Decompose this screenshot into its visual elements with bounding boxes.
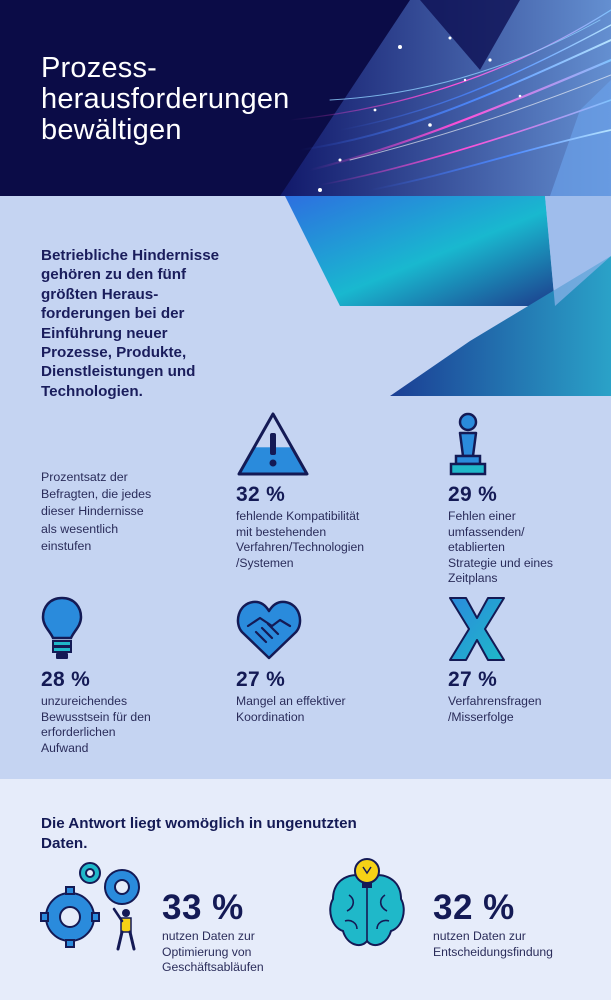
obstacles-section: Betriebliche Hindernisse gehören zu den … — [0, 196, 611, 779]
lightbulb-icon — [41, 596, 83, 659]
x-icon — [449, 597, 505, 661]
intro-text: Betriebliche Hindernisse gehören zu den … — [41, 247, 220, 400]
stat-description: Fehlen einer umfassenden/ etablierten St… — [448, 509, 554, 586]
stat-decision-making: 32 % nutzen Daten zur Entscheidungsfindu… — [433, 889, 603, 960]
stat-procedures: 27 % Verfahrensfragen /Misserfolge — [448, 596, 598, 725]
handshake-heart-icon — [236, 600, 302, 660]
stat-percent: 33 % — [162, 888, 244, 927]
stat-percent: 32 % — [433, 888, 515, 927]
stat-percent: 32 % — [236, 483, 286, 506]
stat-description: unzureichendes Bewusstsein für den erfor… — [41, 694, 151, 755]
stat-percent: 27 % — [236, 668, 286, 691]
stat-awareness: 28 % unzureichendes Bewusstsein für den … — [41, 596, 211, 756]
stat-percent: 27 % — [448, 668, 498, 691]
page-title: Prozess- herausforderungen bewältigen — [41, 52, 290, 146]
stat-coordination: 27 % Mangel an effektiver Koordination — [236, 596, 406, 725]
gears-person-icon — [40, 862, 140, 951]
answer-section: Die Antwort liegt womöglich in ungenutzt… — [0, 779, 611, 1000]
geometric-shapes-graphic — [285, 196, 611, 396]
light-streaks-graphic — [280, 0, 611, 196]
stat-description: fehlende Kompatibilität mit bestehenden … — [236, 509, 365, 570]
stat-description: Verfahrensfragen /Misserfolge — [448, 694, 542, 724]
brain-lightbulb-icon — [329, 858, 405, 947]
stat-percent: 29 % — [448, 483, 498, 506]
stat-description: nutzen Daten zur Optimierung von Geschäf… — [162, 929, 264, 974]
header-banner: Prozess- herausforderungen bewältigen — [0, 0, 611, 196]
stat-description: nutzen Daten zur Entscheidungsfindung — [433, 929, 553, 959]
stat-strategy: 29 % Fehlen einer umfassenden/ etabliert… — [448, 411, 598, 587]
stat-optimization: 33 % nutzen Daten zur Optimierung von Ge… — [162, 889, 332, 976]
warning-icon — [237, 412, 309, 476]
answer-heading: Die Antwort liegt womöglich in ungenutzt… — [41, 815, 357, 852]
chess-pawn-icon — [449, 412, 487, 476]
stat-description: Mangel an effektiver Koordination — [236, 694, 346, 724]
stat-percent: 28 % — [41, 668, 91, 691]
stat-compatibility: 32 % fehlende Kompatibilität mit bestehe… — [236, 411, 406, 571]
respondents-note: Prozentsatz der Befragten, die jedes die… — [41, 470, 152, 553]
